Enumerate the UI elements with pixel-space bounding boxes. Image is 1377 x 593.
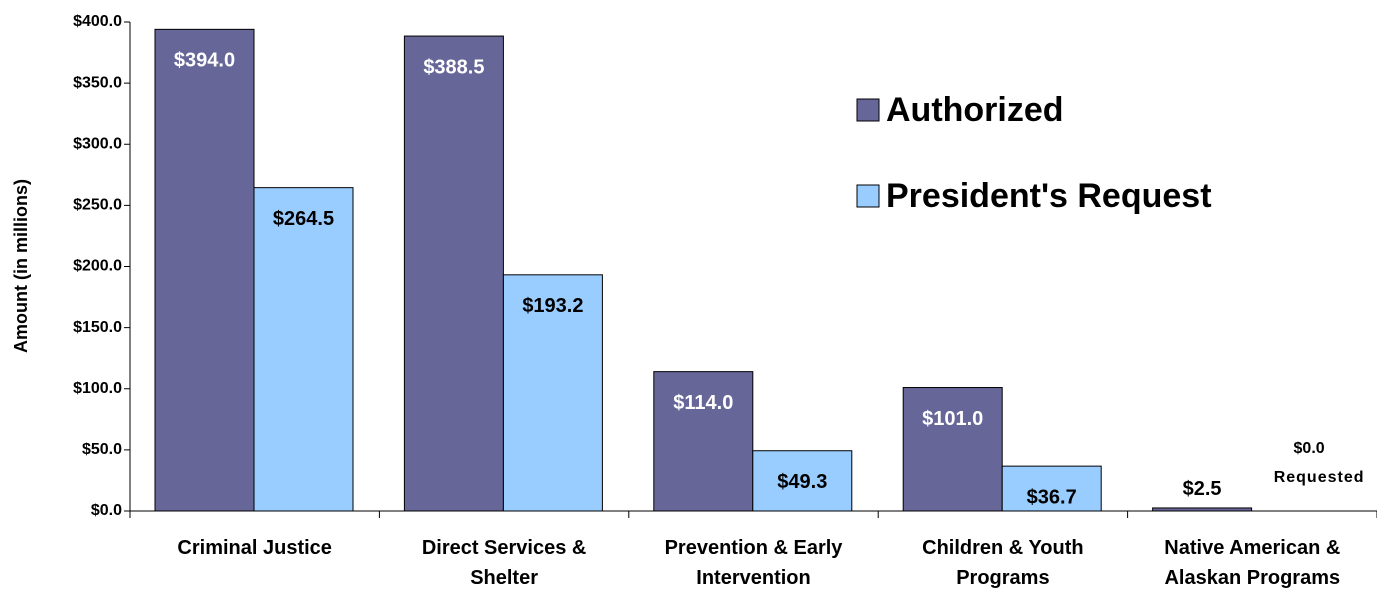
bar xyxy=(403,35,504,512)
bar xyxy=(253,187,354,512)
value-label: $49.3 xyxy=(777,471,827,493)
bar xyxy=(154,28,255,512)
value-label: $193.2 xyxy=(522,295,583,317)
value-label: $264.5 xyxy=(273,208,334,230)
value-label: $388.5 xyxy=(423,56,484,78)
bar xyxy=(653,371,754,512)
legend-label: President's Request xyxy=(886,177,1212,215)
y-tick-label: $300.0 xyxy=(73,135,122,152)
y-tick-label: $150.0 xyxy=(73,319,122,336)
x-tick-label: Direct Services & Shelter xyxy=(421,537,587,589)
bar xyxy=(1001,465,1102,512)
bar xyxy=(902,387,1003,512)
legend-label: Authorized xyxy=(886,91,1064,129)
value-label: $2.5 xyxy=(1183,478,1222,500)
y-axis-label: Amount (in millions) xyxy=(11,179,31,353)
x-tick-label: Children & Youth Programs xyxy=(922,537,1084,589)
y-tick-label: $400.0 xyxy=(73,13,122,30)
x-tick-label: Native American & Alaskan Programs xyxy=(1164,537,1341,589)
value-label: $36.7 xyxy=(1027,486,1077,508)
y-tick-label: $200.0 xyxy=(73,258,122,275)
value-label: $114.0 xyxy=(673,392,733,414)
bar xyxy=(502,274,603,512)
y-tick-label: $350.0 xyxy=(73,74,122,91)
value-label: $101.0 xyxy=(922,408,983,430)
y-tick-label: $50.0 xyxy=(82,441,122,458)
legend-swatch xyxy=(856,184,880,208)
value-label: $0.0 xyxy=(1294,440,1325,457)
value-label: $394.0 xyxy=(174,50,235,72)
x-tick-label: Criminal Justice xyxy=(177,537,332,559)
annotation: Requested xyxy=(1274,469,1365,486)
y-tick-label: $100.0 xyxy=(73,380,122,397)
bar xyxy=(752,450,853,512)
legend-swatch xyxy=(856,98,880,122)
y-tick-label: $250.0 xyxy=(73,197,122,214)
y-tick-label: $0.0 xyxy=(91,502,122,519)
x-tick-label: Prevention & Early Intervention xyxy=(664,537,843,589)
